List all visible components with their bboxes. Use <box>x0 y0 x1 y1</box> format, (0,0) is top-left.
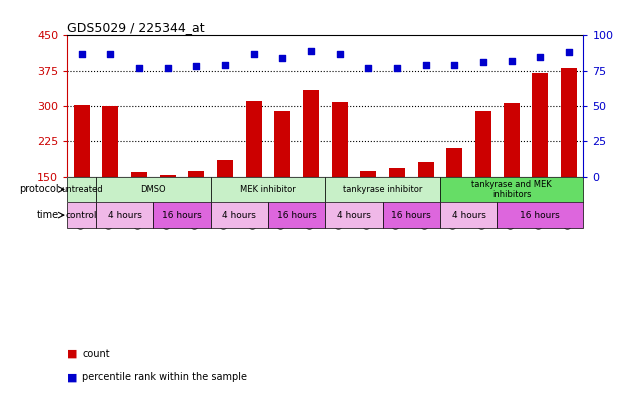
Text: count: count <box>82 349 110 359</box>
Bar <box>418 162 433 176</box>
Text: control: control <box>66 211 97 220</box>
Bar <box>217 160 233 176</box>
Bar <box>383 202 440 228</box>
Bar <box>326 176 440 202</box>
Text: tankyrase and MEK
inhibitors: tankyrase and MEK inhibitors <box>471 180 552 199</box>
Text: DMSO: DMSO <box>140 185 166 194</box>
Bar <box>475 111 491 176</box>
Point <box>420 62 431 68</box>
Text: ■: ■ <box>67 349 78 359</box>
Point <box>134 65 144 71</box>
Point <box>506 58 517 64</box>
Bar <box>332 102 347 176</box>
Point <box>363 65 374 71</box>
Point <box>105 51 115 57</box>
Text: ■: ■ <box>67 372 78 382</box>
Bar <box>67 176 96 202</box>
Text: time: time <box>37 210 59 220</box>
Point <box>306 48 316 54</box>
Text: percentile rank within the sample: percentile rank within the sample <box>82 372 247 382</box>
Bar <box>533 73 548 176</box>
Text: 16 hours: 16 hours <box>520 211 560 220</box>
Point <box>564 49 574 55</box>
Bar <box>211 202 268 228</box>
Bar <box>103 106 118 176</box>
Text: 16 hours: 16 hours <box>277 211 317 220</box>
Text: untreated: untreated <box>61 185 103 194</box>
Point <box>535 53 545 60</box>
Text: 4 hours: 4 hours <box>108 211 142 220</box>
Text: 16 hours: 16 hours <box>392 211 431 220</box>
Text: 4 hours: 4 hours <box>222 211 256 220</box>
Text: GDS5029 / 225344_at: GDS5029 / 225344_at <box>67 21 205 34</box>
Text: 16 hours: 16 hours <box>162 211 202 220</box>
Point <box>478 59 488 65</box>
Bar <box>188 171 204 176</box>
Bar <box>131 172 147 176</box>
Bar <box>211 176 326 202</box>
Text: 4 hours: 4 hours <box>337 211 371 220</box>
Point <box>277 55 287 61</box>
Bar <box>497 202 583 228</box>
Bar <box>561 68 577 176</box>
Bar <box>360 171 376 176</box>
Bar <box>274 111 290 176</box>
Bar <box>153 202 211 228</box>
Point <box>335 51 345 57</box>
Bar <box>504 103 519 176</box>
Bar <box>389 168 405 176</box>
Bar <box>74 105 90 176</box>
Bar <box>268 202 326 228</box>
Point <box>163 65 173 71</box>
Text: MEK inhibitor: MEK inhibitor <box>240 185 296 194</box>
Point <box>220 62 230 68</box>
Bar <box>160 175 176 176</box>
Bar <box>303 90 319 176</box>
Bar <box>96 176 211 202</box>
Bar <box>440 176 583 202</box>
Bar <box>446 148 462 176</box>
Point <box>249 51 259 57</box>
Point <box>76 51 87 57</box>
Bar <box>326 202 383 228</box>
Bar <box>67 202 96 228</box>
Point <box>449 62 460 68</box>
Bar <box>246 101 262 176</box>
Text: protocol: protocol <box>19 184 59 195</box>
Bar <box>440 202 497 228</box>
Point <box>392 65 402 71</box>
Point <box>191 63 201 70</box>
Text: tankyrase inhibitor: tankyrase inhibitor <box>343 185 422 194</box>
Text: 4 hours: 4 hours <box>452 211 486 220</box>
Bar <box>96 202 153 228</box>
